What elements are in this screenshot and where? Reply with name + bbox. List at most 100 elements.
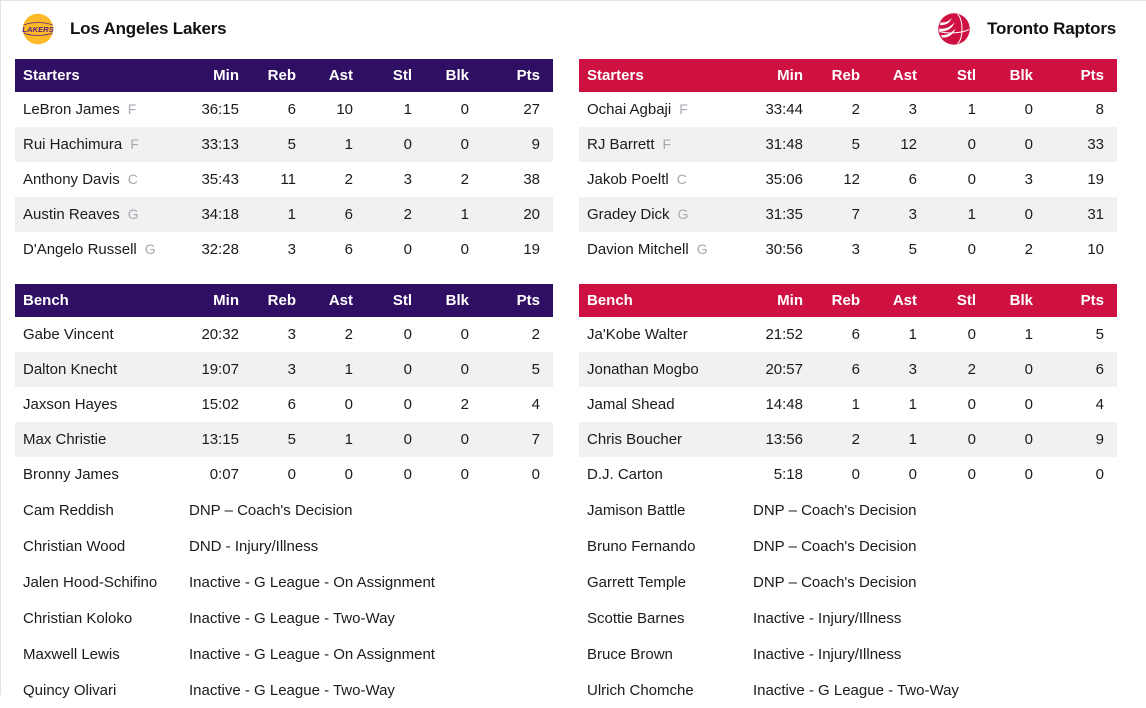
player-name[interactable]: Bruno Fernando	[587, 537, 696, 555]
player-name-cell: Cam Reddish	[15, 492, 185, 528]
player-name[interactable]: D'Angelo Russell	[23, 241, 137, 258]
player-name[interactable]: Bruce Brown	[587, 645, 673, 663]
player-name-cell: Dalton Knecht	[15, 352, 185, 387]
stat-pts: 6	[1095, 361, 1104, 378]
player-name[interactable]: Christian Wood	[23, 537, 126, 555]
col-header-stl: Stl	[353, 59, 412, 92]
stat-reb: 5	[851, 136, 860, 153]
player-name-cell: Ja'Kobe Walter	[579, 317, 749, 352]
col-header-stl: Stl	[353, 284, 412, 317]
player-name[interactable]: Dalton Knecht	[23, 361, 118, 378]
stat-blk: 0	[1024, 466, 1033, 483]
player-name[interactable]: Davion Mitchell	[587, 241, 689, 258]
team-header-lakers[interactable]: LAKERS Los Angeles Lakers	[21, 12, 227, 46]
stat-stl: 1	[403, 101, 412, 118]
stat-reb: 6	[287, 396, 296, 413]
stat-reb: 3	[287, 361, 296, 378]
stat-reb: 1	[287, 206, 296, 223]
player-name[interactable]: Cam Reddish	[23, 501, 114, 519]
player-status-row: Christian Koloko Inactive - G League - Tw…	[15, 600, 553, 636]
stat-pts: 7	[531, 431, 540, 448]
player-row: Chris Boucher 13:56 2 1 0 0 9	[579, 422, 1117, 457]
stat-ast: 0	[908, 466, 917, 483]
player-name-cell: Jaxson Hayes	[15, 387, 185, 422]
player-name[interactable]: Ochai Agbaji	[587, 101, 672, 118]
player-name[interactable]: Quincy Olivari	[23, 681, 117, 699]
player-status-row: Cam Reddish DNP – Coach's Decision	[15, 492, 553, 528]
player-name[interactable]: D.J. Carton	[587, 466, 663, 483]
stat-reb: 6	[851, 326, 860, 343]
player-name[interactable]: Gradey Dick	[587, 206, 670, 223]
stat-stl: 0	[403, 361, 412, 378]
player-name[interactable]: Gabe Vincent	[23, 326, 114, 343]
player-name[interactable]: Jamal Shead	[587, 396, 675, 413]
player-name-cell: Chris Boucher	[579, 422, 749, 457]
stat-blk: 0	[460, 326, 469, 343]
player-row: Rui Hachimura F 33:13 5 1 0 0 9	[15, 127, 553, 162]
player-position: G	[144, 241, 156, 257]
stat-ast: 1	[344, 361, 353, 378]
player-name[interactable]: Scottie Barnes	[587, 609, 685, 627]
player-name[interactable]: Austin Reaves	[23, 206, 120, 223]
stat-min: 13:56	[765, 431, 803, 448]
stat-ast: 3	[908, 361, 917, 378]
player-position: G	[696, 241, 708, 257]
player-name[interactable]: Anthony Davis	[23, 171, 120, 188]
player-name[interactable]: Jaxson Hayes	[23, 396, 118, 413]
stat-pts: 5	[1095, 326, 1104, 343]
stat-min: 32:28	[201, 241, 239, 258]
player-name[interactable]: LeBron James	[23, 101, 120, 118]
stat-blk: 2	[460, 171, 469, 188]
stat-ast: 0	[344, 396, 353, 413]
player-name[interactable]: Christian Koloko	[23, 609, 133, 627]
stat-ast: 0	[344, 466, 353, 483]
stat-min: 34:18	[201, 206, 239, 223]
player-row: Jamal Shead 14:48 1 1 0 0 4	[579, 387, 1117, 422]
player-name[interactable]: Ja'Kobe Walter	[587, 326, 688, 343]
stat-min: 33:44	[765, 101, 803, 118]
player-row: Gradey Dick G 31:35 7 3 1 0 31	[579, 197, 1117, 232]
stat-reb: 2	[851, 101, 860, 118]
stat-min: 21:52	[765, 326, 803, 343]
player-status: DNP – Coach's Decision	[753, 537, 917, 555]
player-name[interactable]: Garrett Temple	[587, 573, 686, 591]
stat-min: 35:43	[201, 171, 239, 188]
player-name[interactable]: RJ Barrett	[587, 136, 655, 153]
col-header-reb: Reb	[239, 59, 296, 92]
stat-stl: 0	[967, 171, 976, 188]
player-name[interactable]: Maxwell Lewis	[23, 645, 120, 663]
player-name-cell: Christian Koloko	[15, 600, 185, 636]
player-row: Jakob Poeltl C 35:06 12 6 0 3 19	[579, 162, 1117, 197]
player-name[interactable]: Jonathan Mogbo	[587, 361, 699, 378]
team-header-raptors[interactable]: Toronto Raptors	[936, 11, 1116, 47]
player-name-cell: Scottie Barnes	[579, 600, 749, 636]
bench-header-row: Bench Min Reb Ast Stl Blk Pts	[15, 284, 553, 317]
stat-blk: 0	[1024, 101, 1033, 118]
starters-header-row: Starters Min Reb Ast Stl Blk Pts	[15, 59, 553, 92]
player-name-cell: RJ Barrett F	[579, 127, 749, 162]
player-name[interactable]: Jakob Poeltl	[587, 171, 669, 188]
player-name[interactable]: Jalen Hood-Schifino	[23, 573, 158, 591]
stat-ast: 6	[344, 206, 353, 223]
stat-stl: 0	[967, 326, 976, 343]
col-header-ast: Ast	[860, 59, 917, 92]
player-row: Dalton Knecht 19:07 3 1 0 0 5	[15, 352, 553, 387]
player-row: Ochai Agbaji F 33:44 2 3 1 0 8	[579, 92, 1117, 127]
player-name[interactable]: Jamison Battle	[587, 501, 686, 519]
col-header-pts: Pts	[1033, 284, 1117, 317]
col-header-stl: Stl	[917, 284, 976, 317]
player-name[interactable]: Ulrich Chomche	[587, 681, 694, 699]
player-name[interactable]: Bronny James	[23, 466, 119, 483]
player-name-cell: Davion Mitchell G	[579, 232, 749, 267]
col-header-pts: Pts	[1033, 59, 1117, 92]
player-name[interactable]: Max Christie	[23, 431, 107, 448]
player-name-cell: Garrett Temple	[579, 564, 749, 600]
stat-blk: 0	[1024, 396, 1033, 413]
player-name[interactable]: Chris Boucher	[587, 431, 683, 448]
player-name-cell: Austin Reaves G	[15, 197, 185, 232]
stat-ast: 1	[344, 431, 353, 448]
player-name[interactable]: Rui Hachimura	[23, 136, 123, 153]
col-header-reb: Reb	[803, 59, 860, 92]
player-status: Inactive - G League - Two-Way	[189, 609, 395, 627]
stat-reb: 3	[287, 241, 296, 258]
